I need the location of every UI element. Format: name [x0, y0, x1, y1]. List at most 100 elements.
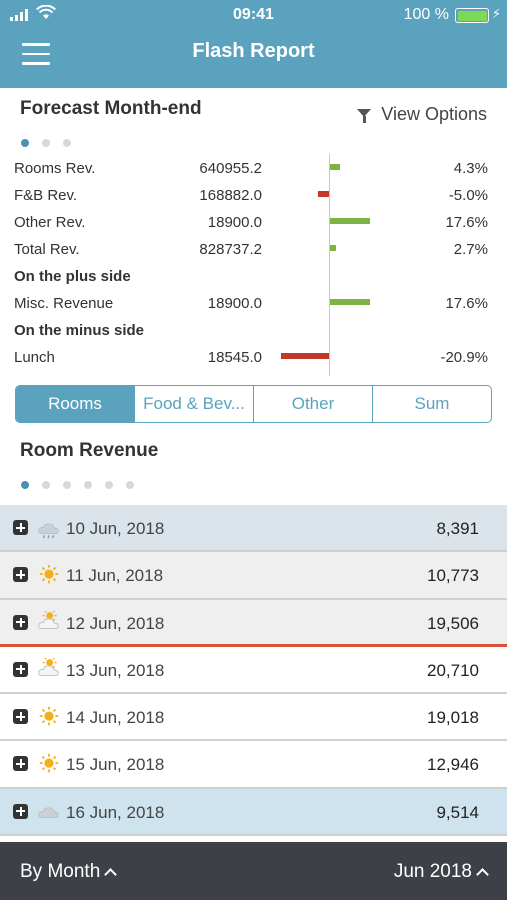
metric-percent: 2.7%: [453, 241, 488, 258]
period-selector[interactable]: By Month: [20, 861, 118, 883]
forecast-metrics: Rooms Rev. 640955.2 4.3% F&B Rev. 168882.0 -5…: [14, 156, 494, 372]
revenue-row[interactable]: 12 Jun, 2018 19,506: [0, 599, 507, 647]
revenue-row[interactable]: 11 Jun, 2018 10,773: [0, 552, 507, 600]
revenue-row[interactable]: 15 Jun, 2018 12,946: [0, 741, 507, 789]
revenue-row[interactable]: 13 Jun, 2018 20,710: [0, 646, 507, 695]
page-dot[interactable]: [63, 481, 71, 489]
positive-bar: [330, 218, 371, 224]
metric-row: Misc. Revenue 18900.0 17.6%: [14, 291, 494, 318]
metric-percent: 17.6%: [445, 295, 488, 312]
revenue-date: 12 Jun, 2018: [66, 613, 165, 633]
metric-value: 640955.2: [199, 160, 262, 177]
partly-cloudy-icon: [38, 610, 59, 629]
revenue-amount: 12,946: [427, 755, 479, 775]
metric-value: 18900.0: [207, 295, 262, 312]
status-time: 09:41: [233, 6, 274, 23]
charging-bolt-icon: ⚡: [491, 6, 501, 21]
page-dot[interactable]: [63, 139, 71, 147]
metric-value: 168882.0: [199, 187, 262, 204]
room-revenue-list: 10 Jun, 2018 8,391 11 Jun, 2018 10,773 12 Ju…: [0, 505, 507, 837]
metric-value: 18545.0: [207, 349, 262, 366]
revenue-amount: 8,391: [436, 519, 479, 538]
expand-plus-icon[interactable]: [13, 661, 28, 677]
metric-value: 828737.2: [199, 241, 262, 258]
metric-label: Other Rev.: [14, 214, 86, 231]
revenue-date: 15 Jun, 2018: [66, 755, 165, 775]
metric-section-header: On the plus side: [14, 264, 494, 291]
partly-cloudy-icon: [38, 657, 59, 676]
expand-plus-icon[interactable]: [13, 803, 28, 819]
positive-bar: [330, 164, 340, 170]
metric-percent: -20.9%: [440, 349, 488, 366]
section-label: On the plus side: [14, 268, 131, 285]
metric-percent: 17.6%: [445, 214, 488, 231]
revenue-amount: 19,506: [427, 613, 479, 633]
metric-section-header: On the minus side: [14, 318, 494, 345]
expand-plus-icon[interactable]: [13, 614, 28, 630]
month-selector[interactable]: Jun 2018: [393, 861, 489, 883]
rain-cloud-icon: [38, 523, 59, 539]
tab-rooms[interactable]: Rooms: [16, 386, 135, 422]
expand-plus-icon[interactable]: [13, 567, 28, 583]
revenue-amount: 20,710: [427, 660, 479, 680]
negative-bar: [280, 353, 329, 359]
chevron-up-icon: [476, 868, 489, 881]
metric-row: F&B Rev. 168882.0 -5.0%: [14, 183, 494, 210]
battery-icon: [455, 8, 489, 23]
revenue-row[interactable]: 14 Jun, 2018 19,018: [0, 694, 507, 742]
bottom-bar: By Month Jun 2018: [0, 842, 507, 900]
menu-button[interactable]: [22, 43, 50, 65]
page-dot[interactable]: [21, 481, 29, 489]
page-dot[interactable]: [126, 481, 134, 489]
sun-icon: [39, 565, 59, 584]
wifi-icon: [36, 5, 56, 19]
revenue-date: 10 Jun, 2018: [66, 519, 165, 538]
sun-icon: [39, 754, 59, 773]
metric-row: Lunch 18545.0 -20.9%: [14, 345, 494, 372]
view-options-label: View Options: [381, 104, 487, 124]
page-dot[interactable]: [42, 481, 50, 489]
room-revenue-title: Room Revenue: [20, 440, 159, 461]
metric-percent: -5.0%: [448, 187, 488, 204]
negative-bar: [317, 191, 329, 197]
revenue-date: 16 Jun, 2018: [66, 802, 165, 822]
metric-row: Total Rev. 828737.2 2.7%: [14, 237, 494, 264]
metric-label: Rooms Rev.: [14, 160, 96, 177]
battery-percent: 100 %: [403, 6, 449, 23]
chart-zero-axis: [329, 154, 330, 376]
view-options-button[interactable]: View Options: [357, 104, 487, 125]
room-revenue-page-indicator[interactable]: [21, 481, 134, 489]
metric-label: Misc. Revenue: [14, 295, 114, 312]
filter-icon: [357, 108, 372, 123]
expand-plus-icon[interactable]: [13, 520, 28, 535]
month-selector-label: Jun 2018: [393, 861, 472, 882]
revenue-row[interactable]: 16 Jun, 2018 9,514: [0, 788, 507, 837]
revenue-date: 13 Jun, 2018: [66, 660, 165, 680]
metric-row: Rooms Rev. 640955.2 4.3%: [14, 156, 494, 183]
revenue-row[interactable]: 10 Jun, 2018 8,391: [0, 505, 507, 553]
metric-value: 18900.0: [207, 214, 262, 231]
metric-row: Other Rev. 18900.0 17.6%: [14, 210, 494, 237]
revenue-amount: 9,514: [436, 802, 479, 822]
page-dot[interactable]: [42, 139, 50, 147]
expand-plus-icon[interactable]: [13, 709, 28, 725]
page-title: Flash Report: [192, 40, 315, 62]
metric-label: F&B Rev.: [14, 187, 78, 204]
expand-plus-icon[interactable]: [13, 756, 28, 772]
page-dot[interactable]: [105, 481, 113, 489]
page-dot[interactable]: [84, 481, 92, 489]
page-dot[interactable]: [21, 139, 29, 147]
metric-label: Total Rev.: [14, 241, 80, 258]
tab-sum[interactable]: Sum: [414, 394, 450, 413]
revenue-date: 11 Jun, 2018: [66, 566, 164, 586]
metric-label: Lunch: [14, 349, 55, 366]
cloud-icon: [38, 807, 59, 818]
sun-icon: [39, 707, 59, 726]
category-tabs[interactable]: Rooms Food & Bev... Other Sum: [15, 385, 492, 423]
positive-bar: [330, 299, 371, 305]
tab-other[interactable]: Other: [254, 386, 373, 422]
cellular-signal-icon: [10, 7, 28, 21]
forecast-page-indicator[interactable]: [21, 139, 71, 147]
app-header: 09:41 100 % ⚡ Flash Report: [0, 0, 507, 88]
tab-food-bev[interactable]: Food & Bev...: [135, 386, 254, 422]
